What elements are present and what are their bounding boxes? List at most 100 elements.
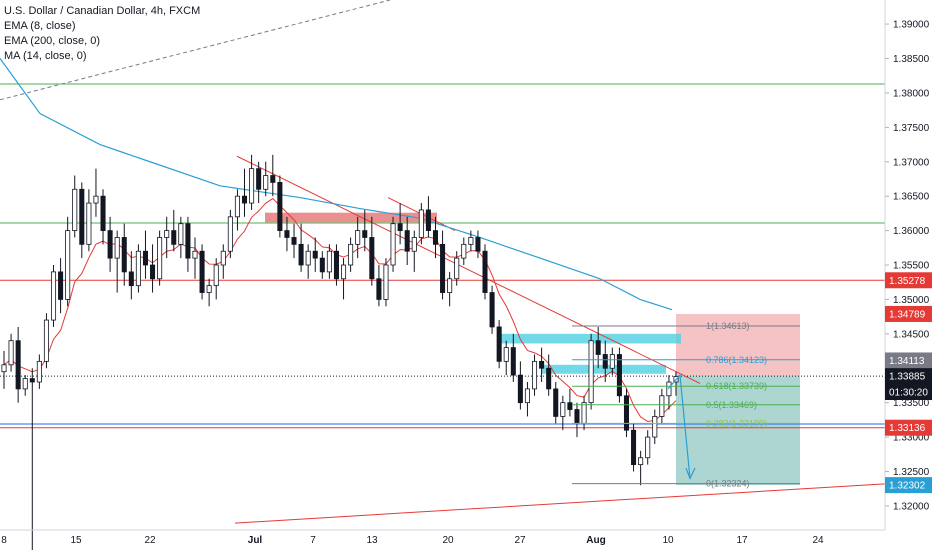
price-tick-label: 1.37000 <box>893 157 930 168</box>
price-tick-label: 1.36500 <box>893 192 930 203</box>
candle-body <box>475 237 481 252</box>
candle <box>503 340 509 376</box>
candle <box>532 354 538 396</box>
fib-label-3: 0.5(1.33469) <box>706 400 757 410</box>
candle-body <box>383 264 389 300</box>
candle-body <box>22 378 28 390</box>
price-badge-4 <box>885 383 932 400</box>
price-badge-label-5: 1.33136 <box>889 423 926 434</box>
candle <box>411 230 417 272</box>
candle <box>638 450 644 486</box>
price-badge-0 <box>885 272 932 289</box>
candle-body <box>171 230 177 245</box>
candle-body <box>319 257 325 273</box>
candle <box>362 209 368 252</box>
candle-body <box>510 347 516 376</box>
candle-body <box>128 271 134 287</box>
take-profit-zone <box>676 376 800 486</box>
candle <box>397 203 403 245</box>
ascending-trendline <box>234 483 886 524</box>
candle <box>220 244 226 279</box>
candle <box>284 216 290 252</box>
candle-body <box>199 250 205 293</box>
candle-body <box>1 364 7 373</box>
time-tick-label: 20 <box>442 535 454 546</box>
price-tick-label: 1.32500 <box>893 467 930 478</box>
legend-ema200[interactable]: EMA (200, close, 0) <box>4 35 100 47</box>
candle-body <box>482 250 488 293</box>
candle <box>213 258 219 300</box>
candle-body <box>581 402 587 424</box>
fib-label-5: 0(1.32324) <box>706 479 750 489</box>
candle-body <box>58 271 64 300</box>
candle <box>305 244 311 279</box>
ema200-layer <box>0 58 673 311</box>
candle-body <box>574 409 580 424</box>
candle-body <box>440 243 446 293</box>
candle <box>383 258 389 307</box>
candle-body <box>524 388 530 404</box>
candle-body <box>369 237 375 280</box>
candle <box>595 326 601 369</box>
candle <box>29 368 35 550</box>
legend-ma14[interactable]: MA (14, close, 0) <box>4 50 87 62</box>
candle <box>369 216 375 286</box>
price-tick-label: 1.35000 <box>893 295 930 306</box>
zones-layer <box>265 212 800 486</box>
candle <box>121 223 127 286</box>
candle-body <box>631 429 637 466</box>
candle <box>496 320 502 369</box>
candle <box>404 216 410 265</box>
price-badge-6 <box>885 477 932 494</box>
ema8-layer <box>3 197 677 422</box>
legend-title[interactable]: U.S. Dollar / Canadian Dollar, 4h, FXCM <box>4 5 201 17</box>
projection-path <box>667 373 691 479</box>
candle <box>15 326 21 403</box>
candle-body <box>595 340 601 355</box>
candle <box>114 230 120 293</box>
candle <box>277 175 283 238</box>
time-tick-label: 7 <box>310 535 316 546</box>
candle <box>560 395 566 431</box>
time-tick-label: 17 <box>736 535 748 546</box>
candle-body <box>185 223 191 259</box>
candle <box>425 196 431 238</box>
candle-body <box>192 250 198 259</box>
candle <box>241 168 248 217</box>
candle-body <box>333 250 339 280</box>
candle-body <box>65 230 71 300</box>
candle-body <box>263 175 269 190</box>
candle <box>432 216 439 259</box>
stop-loss-zone <box>676 313 800 377</box>
legend-ema8[interactable]: EMA (8, close) <box>4 20 76 32</box>
candle <box>178 216 184 259</box>
candle <box>185 216 191 272</box>
time-tick-label: 27 <box>514 535 526 546</box>
candle-body <box>135 250 141 287</box>
candle-body <box>114 237 120 259</box>
candle-body <box>517 374 523 404</box>
price-axis: 1.39000 1.38500 1.38000 1.37500 1.37000 1.365… <box>884 0 932 530</box>
candle <box>86 189 92 252</box>
candle <box>22 375 28 396</box>
candle-body <box>390 223 396 266</box>
candle-body <box>532 360 538 390</box>
candle-body <box>206 285 212 293</box>
candle <box>79 182 85 259</box>
candle-body <box>489 292 495 328</box>
candle <box>510 333 516 383</box>
candle-body <box>8 340 14 366</box>
candle <box>171 209 177 252</box>
candle-body <box>284 230 290 238</box>
levels-layer <box>0 0 886 524</box>
candle-body <box>15 340 21 390</box>
candle-body <box>652 416 658 438</box>
price-badge-label-1: 1.34789 <box>889 309 926 320</box>
candle <box>666 375 672 410</box>
candle-body <box>659 395 665 417</box>
candle-body <box>298 243 304 266</box>
candle-body <box>150 264 156 280</box>
time-tick-label: 13 <box>366 535 378 546</box>
candle <box>50 265 57 327</box>
